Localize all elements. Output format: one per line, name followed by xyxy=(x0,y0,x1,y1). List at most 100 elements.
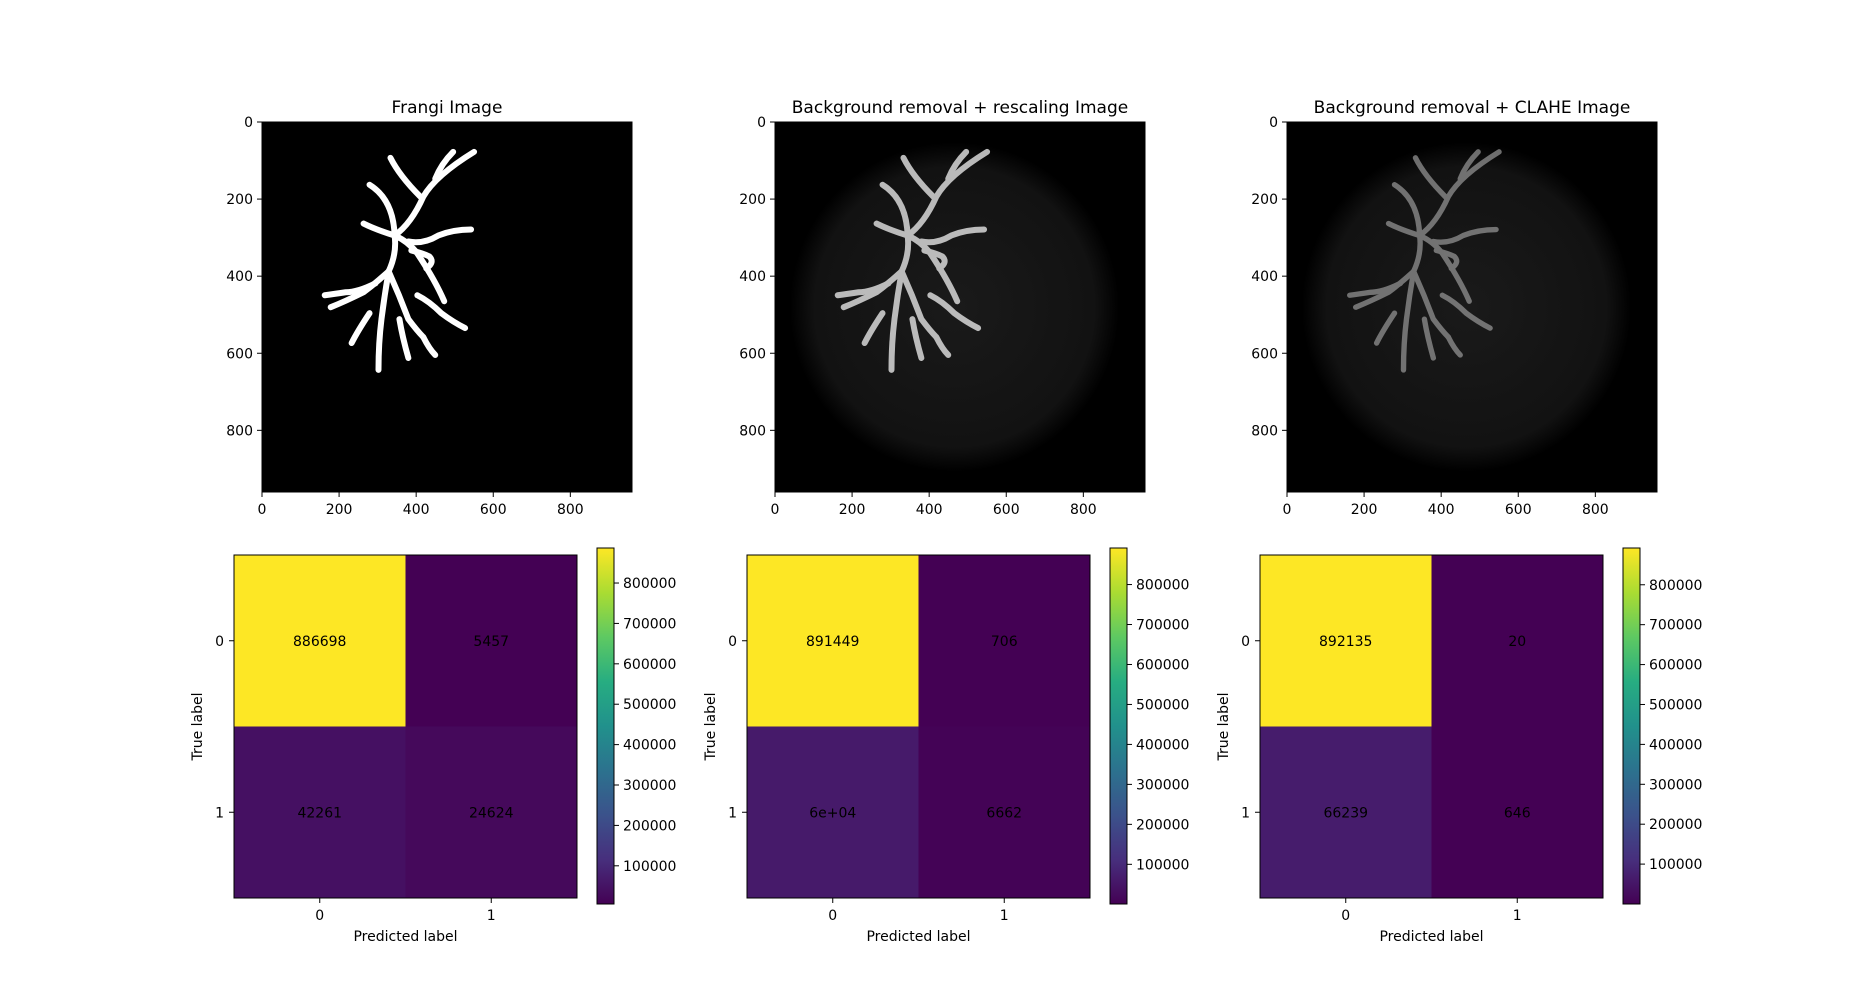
axes-frame xyxy=(261,121,633,493)
confusion-matrix-3: 892135 20 66239 646 0 1 0 1 Predicted label True … xyxy=(1216,547,1702,945)
cell-value-label: 66239 xyxy=(1323,805,1368,821)
matrix-cell xyxy=(405,555,577,727)
x-tick-label: 1 xyxy=(1513,908,1522,924)
x-tick-label: 200 xyxy=(839,502,866,518)
colorbar-tick-label: 800000 xyxy=(1649,578,1702,594)
x-tick-label: 1 xyxy=(1000,908,1009,924)
matrix-cell xyxy=(1260,555,1432,727)
colorbar-tick-label: 600000 xyxy=(623,657,676,673)
matrix-cell xyxy=(918,726,1090,898)
colorbar-tick-label: 500000 xyxy=(1649,697,1702,713)
x-tick-label: 800 xyxy=(557,502,584,518)
colorbar-tick-label: 200000 xyxy=(1649,817,1702,833)
y-tick-label: 400 xyxy=(739,269,766,285)
colorbar-tick-label: 200000 xyxy=(623,818,676,834)
x-tick-label: 0 xyxy=(1283,502,1292,518)
image-panel-1: Frangi Image 0 200 400 600 800 0 200 400 600 800 xyxy=(226,98,633,518)
x-tick-label: 0 xyxy=(315,908,324,924)
y-tick-label: 1 xyxy=(215,805,224,821)
matrix-cell xyxy=(234,555,406,727)
matrix-cell xyxy=(234,726,406,898)
colorbar-frame xyxy=(1109,547,1128,905)
matrix-cell xyxy=(747,555,919,727)
x-tick-label: 800 xyxy=(1582,502,1609,518)
colorbar-tick-label: 400000 xyxy=(1136,737,1189,753)
colorbar-tick-label: 500000 xyxy=(1136,697,1189,713)
confusion-matrix-2: 891449 706 6e+04 6662 0 1 0 1 Predicted label Tru… xyxy=(703,547,1189,945)
colorbar-tick-label: 300000 xyxy=(1649,777,1702,793)
image-panel-2: Background removal + rescaling Image 0 200… xyxy=(739,98,1146,518)
x-tick-label: 600 xyxy=(480,502,507,518)
colorbar-tick-label: 100000 xyxy=(623,859,676,875)
fundus-disc xyxy=(789,142,1120,472)
cell-value-label: 24624 xyxy=(469,805,514,821)
y-tick-label: 800 xyxy=(226,423,253,439)
colorbar xyxy=(1623,548,1640,904)
colorbar-frame xyxy=(1622,547,1641,905)
y-tick-label: 0 xyxy=(757,115,766,131)
matrix-cell xyxy=(1431,555,1603,727)
y-tick-label: 600 xyxy=(739,346,766,362)
x-tick-label: 600 xyxy=(1505,502,1532,518)
y-tick-label: 200 xyxy=(739,192,766,208)
colorbar-tick-label: 300000 xyxy=(623,778,676,794)
matrix-cell xyxy=(1431,726,1603,898)
colorbar-tick-label: 700000 xyxy=(1136,618,1189,634)
x-axis-label: Predicted label xyxy=(1379,929,1483,945)
axes-frame xyxy=(774,121,1146,493)
x-tick-label: 800 xyxy=(1070,502,1097,518)
cell-value-label: 6e+04 xyxy=(809,805,856,821)
image-background xyxy=(262,122,632,492)
fundus-disc xyxy=(1301,142,1632,472)
x-tick-label: 0 xyxy=(828,908,837,924)
y-tick-label: 0 xyxy=(1241,634,1250,650)
cell-value-label: 886698 xyxy=(293,634,346,650)
y-tick-label: 200 xyxy=(1251,192,1278,208)
x-tick-label: 400 xyxy=(403,502,430,518)
cell-value-label: 891449 xyxy=(806,634,859,650)
y-tick-label: 800 xyxy=(1251,423,1278,439)
axes-frame xyxy=(746,554,1091,899)
x-tick-label: 600 xyxy=(993,502,1020,518)
axes-frame xyxy=(1286,121,1658,493)
colorbar xyxy=(597,548,614,904)
cell-value-label: 892135 xyxy=(1319,634,1372,650)
y-tick-label: 400 xyxy=(226,269,253,285)
x-tick-label: 0 xyxy=(771,502,780,518)
colorbar-tick-label: 700000 xyxy=(1649,618,1702,634)
x-tick-label: 200 xyxy=(326,502,353,518)
colorbar-tick-label: 400000 xyxy=(1649,737,1702,753)
colorbar-tick-label: 600000 xyxy=(1136,657,1189,673)
image-panel-3: Background removal + CLAHE Image 0 200 400 6… xyxy=(1251,98,1658,518)
y-tick-label: 0 xyxy=(244,115,253,131)
cell-value-label: 5457 xyxy=(473,634,509,650)
y-tick-label: 200 xyxy=(226,192,253,208)
cell-value-label: 20 xyxy=(1508,634,1526,650)
x-tick-label: 1 xyxy=(487,908,496,924)
y-tick-label: 600 xyxy=(226,346,253,362)
y-axis-label: True label xyxy=(1216,692,1232,761)
colorbar-tick-label: 700000 xyxy=(623,616,676,632)
x-axis-label: Predicted label xyxy=(866,929,970,945)
x-tick-label: 0 xyxy=(258,502,267,518)
y-tick-label: 0 xyxy=(215,634,224,650)
y-tick-label: 0 xyxy=(728,634,737,650)
matrix-cell xyxy=(747,726,919,898)
matrix-cell xyxy=(918,555,1090,727)
y-tick-label: 400 xyxy=(1251,269,1278,285)
cell-value-label: 646 xyxy=(1504,805,1531,821)
axes-frame xyxy=(233,554,578,899)
panel-title: Frangi Image xyxy=(392,98,503,118)
panel-title: Background removal + rescaling Image xyxy=(792,98,1128,118)
y-axis-label: True label xyxy=(703,692,719,761)
colorbar-frame xyxy=(596,547,615,905)
x-axis-label: Predicted label xyxy=(353,929,457,945)
colorbar-tick-label: 800000 xyxy=(623,576,676,592)
matrix-cell xyxy=(405,726,577,898)
y-tick-label: 1 xyxy=(1241,805,1250,821)
colorbar-tick-label: 100000 xyxy=(1136,857,1189,873)
cell-value-label: 706 xyxy=(991,634,1018,650)
confusion-matrix-1: 886698 5457 42261 24624 0 1 0 1 Predicted label T… xyxy=(190,547,676,945)
cell-value-label: 42261 xyxy=(297,805,342,821)
